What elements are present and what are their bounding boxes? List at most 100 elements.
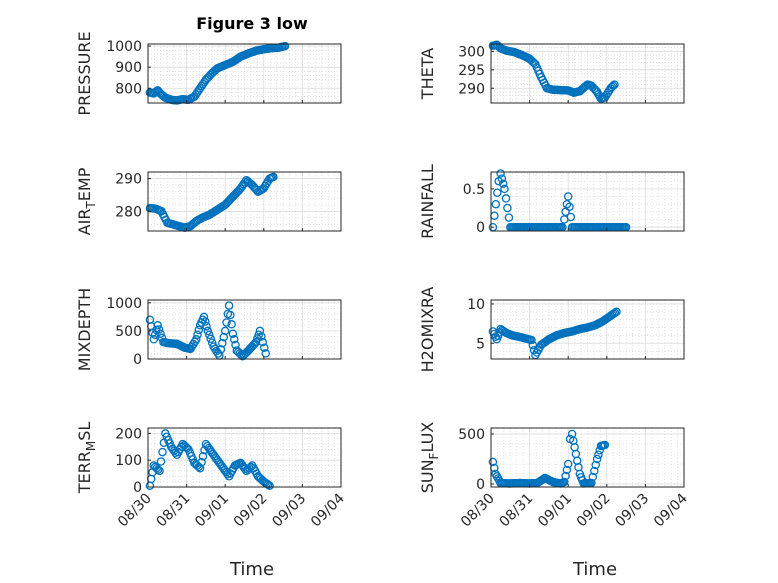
data-point <box>592 454 602 464</box>
data-point <box>198 79 208 89</box>
data-point <box>561 471 570 481</box>
data-point <box>488 457 498 467</box>
y-tick-label: 1000 <box>106 296 142 312</box>
data-point <box>501 194 511 203</box>
axes-box <box>490 43 685 104</box>
data-point <box>500 184 509 194</box>
data-point <box>206 334 215 344</box>
y-axis-label: H2OMIXRA <box>418 287 437 373</box>
y-tick-label: 500 <box>115 324 142 340</box>
data-point <box>194 86 203 95</box>
data-point <box>498 179 508 188</box>
subplot-air: 280 290 AIRTEMP <box>75 167 342 235</box>
data-point <box>527 335 536 345</box>
data-point <box>258 337 268 347</box>
data-point <box>280 41 290 51</box>
data-point <box>153 465 163 474</box>
data-point <box>224 301 234 310</box>
subplot-theta: 290 295 300 THETA <box>418 40 685 104</box>
data-point <box>194 325 204 335</box>
data-point <box>203 326 213 336</box>
plot-area <box>147 427 342 488</box>
data-point <box>202 321 211 331</box>
data-point <box>566 212 576 222</box>
y-axis-label: RAINFALL <box>418 164 437 239</box>
y-axis-label: SUNFLUX <box>418 422 441 494</box>
axes-box <box>147 299 342 360</box>
x-tick-label: 08/30 <box>458 491 498 531</box>
x-tick-label: 09/01 <box>535 491 575 531</box>
data-point <box>588 472 598 482</box>
y-axis-label: AIRTEMP <box>75 167 98 235</box>
x-tick-label: 09/03 <box>269 491 309 531</box>
x-tick-label: 09/04 <box>651 490 691 530</box>
x-tick-label: 08/31 <box>497 491 537 531</box>
data-point <box>246 179 256 189</box>
data-point <box>504 213 514 222</box>
y-tick-label: 100 <box>115 453 142 469</box>
axes-box <box>490 299 685 360</box>
data-point <box>560 477 569 487</box>
data-point <box>219 332 229 342</box>
y-tick-label: 10 <box>467 297 485 313</box>
data-point <box>222 318 231 327</box>
x-tick-label: 09/03 <box>612 491 652 531</box>
data-point <box>193 330 202 339</box>
y-tick-label: 800 <box>115 81 142 97</box>
data-point <box>205 70 215 80</box>
y-tick-label: 0 <box>133 352 142 368</box>
figure-title: Figure 3 low <box>196 14 308 33</box>
data-point <box>563 459 573 469</box>
data-point <box>594 450 603 459</box>
x-axis-label-left: Time <box>229 559 274 580</box>
y-tick-label: 500 <box>458 427 485 443</box>
data-point <box>491 199 501 209</box>
data-point <box>227 320 236 329</box>
data-point <box>590 466 599 476</box>
y-tick-label: 900 <box>115 60 142 76</box>
data-point <box>149 335 159 344</box>
y-tick-label: 295 <box>458 63 485 79</box>
data-point <box>503 203 512 213</box>
data-point <box>190 92 199 101</box>
data-point <box>228 329 238 338</box>
data-point <box>220 326 230 336</box>
subplot-mixdepth: 0 500 1000 MIXDEPTH <box>75 288 342 371</box>
data-point <box>195 84 205 93</box>
y-axis-label: PRESSURE <box>75 31 94 115</box>
data-point <box>591 460 600 470</box>
data-point <box>610 80 619 89</box>
axes-box <box>147 171 342 232</box>
data-point <box>198 451 208 461</box>
data-point <box>191 90 201 99</box>
data-point <box>565 202 574 211</box>
data-point <box>261 349 270 358</box>
subplot-pressure: 800 900 1000 PRESSURE <box>75 31 342 116</box>
data-point <box>192 88 202 97</box>
data-point <box>265 481 274 490</box>
y-tick-label: 290 <box>115 172 142 188</box>
data-point <box>153 321 162 330</box>
y-tick-label: 5 <box>476 336 485 352</box>
data-point <box>205 330 214 340</box>
data-point <box>497 174 507 183</box>
y-tick-label: 200 <box>115 426 142 442</box>
data-point <box>199 312 209 322</box>
data-point <box>255 326 265 336</box>
data-point <box>269 172 278 182</box>
plot-area <box>490 427 685 488</box>
data-point <box>229 335 239 344</box>
data-point <box>216 345 226 354</box>
y-tick-label: 0 <box>133 480 142 496</box>
data-point <box>260 343 269 353</box>
axes-box <box>490 171 685 232</box>
data-point <box>493 188 502 197</box>
data-point <box>612 307 621 317</box>
data-point <box>192 335 201 344</box>
data-point <box>562 465 572 475</box>
x-tick-label: 09/02 <box>574 491 614 531</box>
y-tick-label: 280 <box>115 204 142 220</box>
axes-box <box>490 427 685 488</box>
data-point <box>195 463 205 473</box>
